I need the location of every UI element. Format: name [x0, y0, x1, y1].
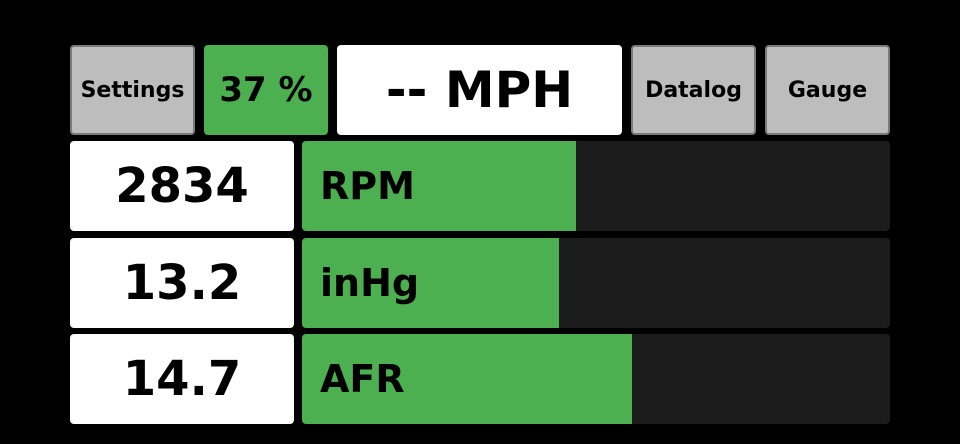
bar-fill [302, 238, 559, 328]
settings-label: Settings [80, 77, 185, 103]
bar-fill [302, 141, 576, 231]
gauge-button[interactable]: Gauge [765, 45, 890, 135]
afr-value-box: 14.7 [70, 334, 294, 424]
inhg-bar: inHg [302, 238, 890, 328]
afr-bar: AFR [302, 334, 890, 424]
sensor-value: 2834 [115, 158, 249, 214]
settings-button[interactable]: Settings [70, 45, 195, 135]
inhg-value-box: 13.2 [70, 238, 294, 328]
speed-display: -- MPH [337, 45, 622, 135]
sensor-value: 13.2 [122, 255, 242, 311]
sensor-label: AFR [320, 357, 405, 401]
throttle-label: 37 % [219, 70, 313, 110]
throttle-percent-display: 37 % [204, 45, 328, 135]
sensor-label: inHg [320, 261, 420, 305]
speed-label: -- MPH [385, 61, 574, 119]
datalog-label: Datalog [645, 77, 742, 103]
rpm-value-box: 2834 [70, 141, 294, 231]
datalog-button[interactable]: Datalog [631, 45, 756, 135]
gauge-label: Gauge [787, 77, 868, 103]
sensor-value: 14.7 [122, 351, 242, 407]
bar-fill [302, 334, 632, 424]
rpm-bar: RPM [302, 141, 890, 231]
sensor-label: RPM [320, 164, 415, 208]
